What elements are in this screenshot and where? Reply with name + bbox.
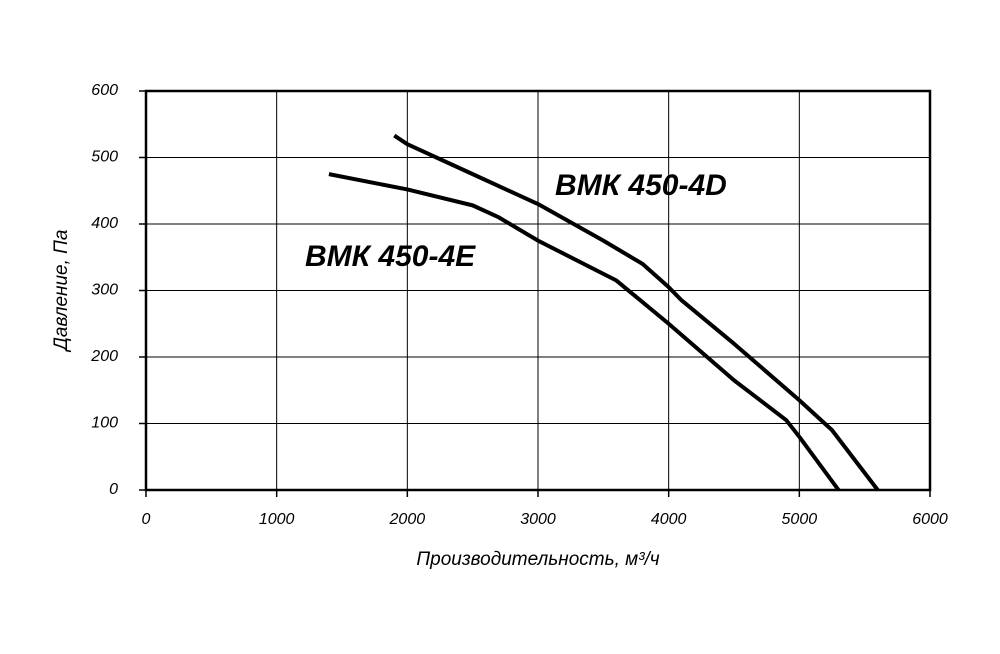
y-tick-label: 200 [90,348,118,365]
x-axis-label: Производительность, м³/ч [416,549,659,570]
y-tick-label: 500 [91,149,118,166]
y-tick-label: 300 [91,282,118,299]
x-tick-label: 1000 [259,511,295,528]
x-tick-label: 3000 [520,511,556,528]
y-tick-label: 0 [109,481,118,498]
y-tick-label: 600 [91,82,118,99]
x-tick-label: 4000 [651,511,687,528]
y-tick-label: 400 [91,215,118,232]
y-axis-label: Давление, Па [51,230,72,353]
series-line [328,172,841,492]
x-tick-label: 5000 [782,511,818,528]
y-tick-label: 100 [91,415,118,432]
series-line [393,133,880,492]
series-label: ВМК 450-4D [555,169,727,202]
x-tick-label: 0 [142,511,151,528]
plot-frame [144,89,932,492]
series-label: ВМК 450-4E [305,240,476,273]
x-tick-label: 6000 [912,511,948,528]
x-tick-label: 2000 [389,511,426,528]
